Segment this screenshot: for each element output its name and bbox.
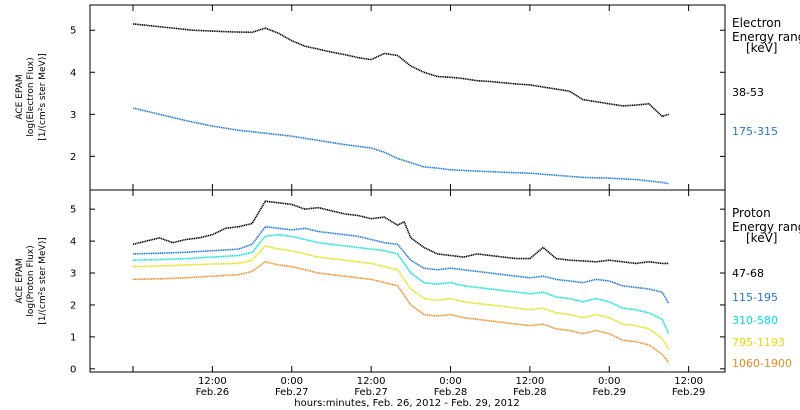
y-tick-label: 5 [70, 205, 76, 216]
proton-legend-unit: [keV] [746, 231, 777, 245]
electron-ylabel-line2: log(Electron Flux) [26, 57, 36, 136]
axis-ticks: 234501234512:00Feb.260:00Feb.2712:00Feb.… [70, 5, 725, 398]
y-tick-label: 3 [70, 110, 76, 121]
x-tick-date-label: Feb.29 [672, 387, 706, 398]
legend-entry: 1060-1900 [732, 357, 792, 370]
y-tick-label: 3 [70, 269, 76, 280]
electron-legend-subtitle: Energy range [732, 30, 800, 44]
x-axis-label: hours:minutes, Feb. 26, 2012 - Feb. 29, … [294, 398, 519, 409]
x-tick-time-label: 12:00 [357, 376, 386, 387]
x-tick-date-label: Feb.27 [354, 387, 388, 398]
x-tick-time-label: 0:00 [439, 376, 461, 387]
legend-entry: 310-580 [732, 314, 778, 327]
x-tick-time-label: 0:00 [281, 376, 303, 387]
y-tick-label: 4 [70, 68, 76, 79]
proton-legend-title: Proton [732, 206, 771, 220]
electron-legend: Electron Energy range [keV] 38-53 175-31… [732, 16, 800, 138]
x-tick-date-label: Feb.29 [592, 387, 626, 398]
legend-entry: 795-1193 [732, 336, 785, 349]
electron-legend-unit: [keV] [746, 41, 777, 55]
legend-entry: 38-53 [732, 86, 764, 99]
y-tick-label: 0 [70, 364, 76, 375]
electron-legend-title: Electron [732, 16, 781, 30]
y-tick-label: 5 [70, 26, 76, 37]
proton-panel-frame [89, 189, 726, 373]
y-tick-label: 4 [70, 237, 76, 248]
series-line-175-315 [132, 107, 669, 185]
series-line-310-580 [132, 233, 670, 335]
x-tick-date-label: Feb.28 [513, 387, 547, 398]
legend-entry: 47-68 [732, 267, 764, 280]
electron-ylabel-line1: ACE EPAM [15, 74, 25, 119]
series-line-115-195 [132, 225, 670, 304]
x-tick-date-label: Feb.28 [434, 387, 468, 398]
series-line-795-1193 [132, 245, 670, 351]
series-line-38-53 [132, 23, 670, 118]
electron-ylabel: ACE EPAM log(Electron Flux) [1/(cm²s ste… [15, 53, 48, 140]
x-tick-time-label: 12:00 [674, 376, 703, 387]
legend-entry: 115-195 [732, 291, 778, 304]
data-series [132, 23, 670, 363]
series-line-47-68 [132, 200, 669, 265]
y-tick-label: 1 [70, 332, 76, 343]
proton-ylabel-line1: ACE EPAM [15, 258, 25, 303]
x-tick-date-label: Feb.26 [196, 387, 230, 398]
x-tick-time-label: 12:00 [515, 376, 544, 387]
proton-legend-subtitle: Energy range [732, 220, 800, 234]
electron-ylabel-line3: [1/(cm²s ster MeV)] [38, 53, 48, 140]
proton-ylabel-line3: [1/(cm²s ster MeV)] [38, 237, 48, 324]
y-tick-label: 2 [70, 152, 76, 163]
x-tick-time-label: 12:00 [198, 376, 227, 387]
proton-ylabel: ACE EPAM log(Proton Flux) [1/(cm²s ster … [15, 237, 48, 324]
y-tick-label: 2 [70, 300, 76, 311]
proton-ylabel-line2: log(Proton Flux) [26, 245, 36, 316]
series-line-1060-1900 [132, 260, 670, 363]
x-tick-time-label: 0:00 [598, 376, 620, 387]
legend-entry: 175-315 [732, 125, 778, 138]
proton-legend: Proton Energy range [keV] 47-68 115-195 … [732, 206, 800, 370]
x-tick-date-label: Feb.27 [275, 387, 309, 398]
